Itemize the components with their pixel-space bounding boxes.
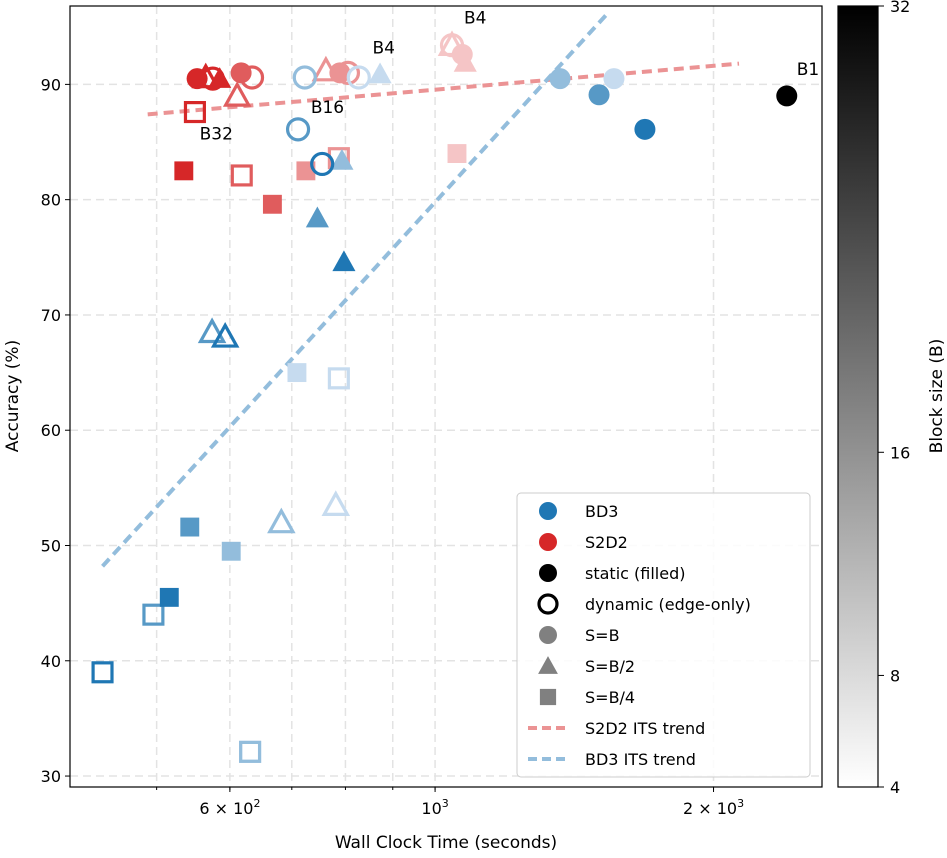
legend-marker	[537, 593, 559, 615]
point-annotation: B4	[464, 8, 486, 28]
trend-lines	[101, 11, 740, 568]
data-point-bd3	[91, 661, 114, 684]
colorbar-tick-label: 16	[890, 443, 910, 462]
data-point-bd3	[221, 541, 241, 561]
legend-marker	[539, 502, 557, 520]
x-axis-ticks: 6 × 102 103 2 × 103	[156, 787, 744, 818]
data-point-bd3	[239, 740, 262, 763]
data-point-s2d2	[222, 81, 252, 107]
data-point-bd3	[330, 148, 354, 170]
legend-label: static (filled)	[585, 564, 685, 583]
y-axis-label: Accuracy (%)	[3, 340, 23, 452]
data-point-bd3	[159, 587, 179, 607]
data-point-s2d2	[174, 161, 194, 181]
plot-frame	[69, 5, 823, 788]
colorbar-ticks: 4 8 16 32	[878, 0, 910, 797]
data-point-bd3	[142, 603, 165, 626]
point-annotation: B16	[311, 98, 344, 118]
y-tick-label: 60	[41, 421, 61, 440]
y-tick-label: 50	[41, 536, 61, 555]
point-annotation: B4	[372, 38, 394, 58]
legend-label: S2D2 ITS trend	[585, 719, 705, 738]
data-point-s2d2	[335, 60, 361, 85]
data-point-b1	[776, 85, 798, 107]
legend-marker	[539, 688, 557, 706]
legend-marker	[538, 656, 558, 674]
point-annotation: B1	[797, 60, 819, 80]
legend: BD3 S2D2 static (filled) dynamic (edge-only…	[516, 492, 811, 778]
data-point-bd3	[287, 363, 307, 383]
x-tick-label: 2 × 103	[683, 797, 744, 818]
legend-label: S=B/4	[585, 688, 635, 707]
data-point-s2d2	[191, 62, 221, 89]
y-axis-ticks: 30 40 50 60 70 80 90	[41, 75, 70, 786]
y-tick-label: 80	[41, 191, 61, 210]
data-point-s2d2	[239, 65, 265, 90]
data-point-s2d2	[447, 144, 467, 164]
legend-marker	[539, 564, 557, 582]
data-point-bd3	[588, 84, 610, 106]
data-point-bd3	[327, 367, 350, 390]
data-point-bd3	[368, 62, 392, 84]
data-point-bd3	[332, 250, 356, 272]
colorbar-tick-label: 4	[890, 778, 900, 797]
data-point-bd3	[305, 206, 329, 228]
legend-label: S=B/2	[585, 657, 635, 676]
data-point-bd3	[197, 317, 227, 344]
colorbar	[837, 5, 879, 788]
legend-label: BD3 ITS trend	[585, 750, 696, 769]
point-annotation: B32	[200, 125, 233, 145]
data-point-bd3	[180, 517, 200, 537]
colorbar-tick-label: 32	[890, 0, 910, 16]
data-point-bd3	[603, 68, 625, 90]
legend-label: S2D2	[585, 533, 628, 552]
data-point-bd3	[239, 740, 262, 763]
data-point-s2d2	[453, 50, 477, 72]
data-point-bd3	[634, 118, 656, 140]
data-point-s2d2	[183, 101, 206, 124]
annotations: B1 B4 B4 B16 B32	[200, 8, 820, 144]
data-point-bd3	[267, 507, 296, 534]
legend-label: dynamic (edge-only)	[585, 595, 751, 614]
data-point-bd3	[292, 65, 317, 90]
x-tick-label: 103	[421, 797, 448, 818]
y-tick-label: 70	[41, 306, 61, 325]
data-point-bd3	[346, 65, 371, 90]
colorbar-tick-label: 8	[890, 666, 900, 685]
y-tick-label: 30	[41, 767, 61, 786]
x-axis-label: Wall Clock Time (seconds)	[335, 833, 557, 853]
legend-label: S=B	[585, 626, 620, 645]
y-tick-label: 40	[41, 652, 61, 671]
legend-label: BD3	[585, 502, 618, 521]
colorbar-label: Block size (B)	[927, 339, 947, 454]
data-point-bd3	[321, 490, 351, 516]
data-point-bd3	[285, 117, 311, 142]
y-tick-label: 90	[41, 75, 61, 94]
x-tick-label: 6 × 102	[199, 797, 260, 818]
legend-box	[516, 492, 811, 778]
legend-marker	[539, 626, 557, 644]
legend-marker	[539, 533, 557, 551]
data-point-bd3	[310, 151, 335, 177]
data-point-bd3	[210, 321, 240, 348]
data-points	[91, 30, 798, 763]
data-point-bd3	[549, 68, 571, 90]
data-point-s2d2	[262, 194, 282, 214]
trend-line	[101, 11, 610, 568]
data-point-s2d2	[230, 164, 253, 187]
data-point-s2d2	[329, 62, 351, 84]
